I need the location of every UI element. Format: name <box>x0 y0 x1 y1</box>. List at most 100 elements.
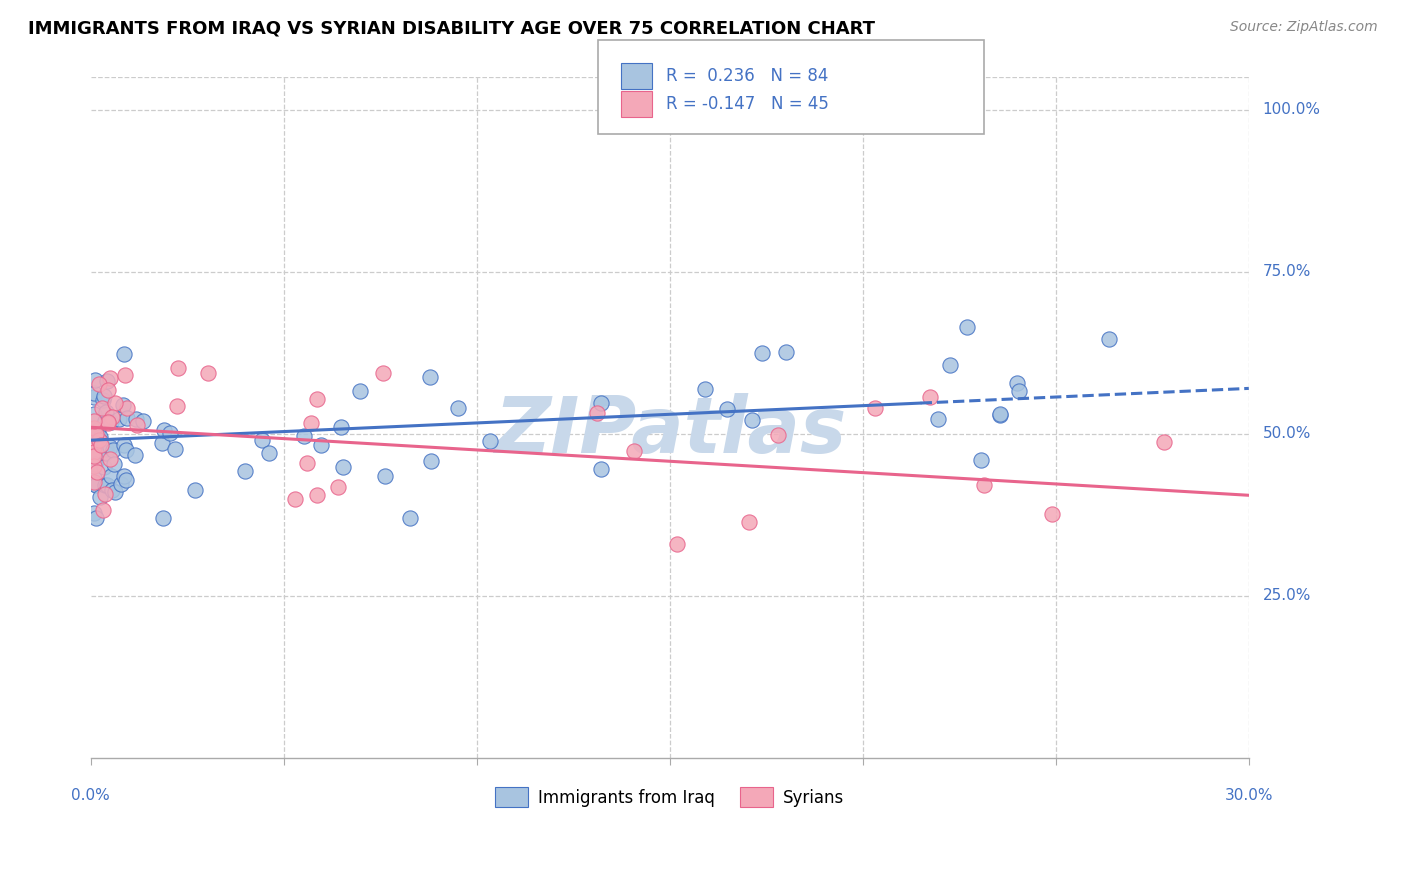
Point <box>83 471 105 485</box>
Point <box>150 436 173 450</box>
Point <box>83 458 105 473</box>
Point <box>305 488 328 502</box>
Point <box>83 407 105 421</box>
Point <box>124 448 146 462</box>
Point <box>1005 376 1028 390</box>
Point <box>349 384 371 398</box>
Point <box>83 372 105 386</box>
Point <box>89 430 111 444</box>
Text: R = -0.147   N = 45: R = -0.147 N = 45 <box>666 95 830 113</box>
Point <box>101 483 124 498</box>
Point <box>87 377 110 392</box>
Point <box>586 406 609 420</box>
Point <box>94 442 117 457</box>
Point <box>166 399 188 413</box>
Point <box>124 412 146 426</box>
Point <box>737 515 759 529</box>
Point <box>100 469 122 483</box>
Point <box>93 389 115 403</box>
Point <box>115 442 138 457</box>
Point <box>83 507 105 521</box>
Point <box>970 452 993 467</box>
Point <box>94 478 117 492</box>
Point <box>988 407 1011 421</box>
Text: 0.0%: 0.0% <box>72 789 110 803</box>
Point <box>666 537 689 551</box>
Point <box>86 477 108 491</box>
Point <box>329 420 352 434</box>
Point <box>127 417 149 432</box>
Point <box>86 465 108 479</box>
Point <box>328 479 350 493</box>
Point <box>110 477 132 491</box>
Point <box>83 477 105 491</box>
Point <box>97 383 120 397</box>
Point <box>97 417 120 431</box>
Point <box>233 464 256 478</box>
Point <box>83 445 105 459</box>
Point <box>863 401 886 416</box>
Point <box>84 457 107 471</box>
Point <box>775 345 797 359</box>
Point <box>111 398 134 412</box>
Text: 25.0%: 25.0% <box>1263 588 1310 603</box>
Point <box>94 405 117 419</box>
Point <box>184 483 207 497</box>
Point <box>751 346 773 360</box>
Point <box>83 390 105 404</box>
Point <box>305 392 328 406</box>
Point <box>86 423 108 437</box>
Point <box>165 442 187 456</box>
Point <box>1008 384 1031 398</box>
Point <box>927 411 949 425</box>
Point <box>419 370 441 384</box>
Point <box>152 511 174 525</box>
Point <box>96 477 118 491</box>
Point <box>83 475 105 489</box>
Point <box>87 433 110 447</box>
Point <box>84 511 107 525</box>
Point <box>83 386 105 401</box>
Point <box>1097 332 1119 346</box>
Text: 30.0%: 30.0% <box>1225 789 1272 803</box>
Point <box>87 433 110 447</box>
Point <box>83 413 105 427</box>
Point <box>371 366 394 380</box>
Point <box>295 457 318 471</box>
Point <box>83 422 105 436</box>
Point <box>98 441 121 455</box>
Point <box>83 449 105 463</box>
Point <box>96 446 118 460</box>
Point <box>98 451 121 466</box>
Text: 75.0%: 75.0% <box>1263 264 1310 279</box>
Point <box>252 434 274 448</box>
Point <box>956 320 979 334</box>
Point <box>374 468 396 483</box>
Text: Source: ZipAtlas.com: Source: ZipAtlas.com <box>1230 20 1378 34</box>
Point <box>1040 507 1063 521</box>
Point <box>91 392 114 407</box>
Point <box>93 459 115 474</box>
Point <box>112 347 135 361</box>
Text: 100.0%: 100.0% <box>1263 103 1320 118</box>
Point <box>104 485 127 500</box>
Point <box>257 446 280 460</box>
Point <box>84 427 107 442</box>
Point <box>591 462 613 476</box>
Point <box>94 415 117 429</box>
Point <box>478 434 501 448</box>
Legend: Immigrants from Iraq, Syrians: Immigrants from Iraq, Syrians <box>488 780 851 814</box>
Point <box>768 428 790 442</box>
Text: 50.0%: 50.0% <box>1263 426 1310 442</box>
Text: R =  0.236   N = 84: R = 0.236 N = 84 <box>666 67 828 85</box>
Point <box>153 423 176 437</box>
Point <box>446 401 468 415</box>
Point <box>1153 435 1175 450</box>
Point <box>112 469 135 483</box>
Point <box>716 402 738 417</box>
Point <box>939 359 962 373</box>
Point <box>623 443 645 458</box>
Point <box>399 511 422 525</box>
Point <box>83 429 105 443</box>
Point <box>332 459 354 474</box>
